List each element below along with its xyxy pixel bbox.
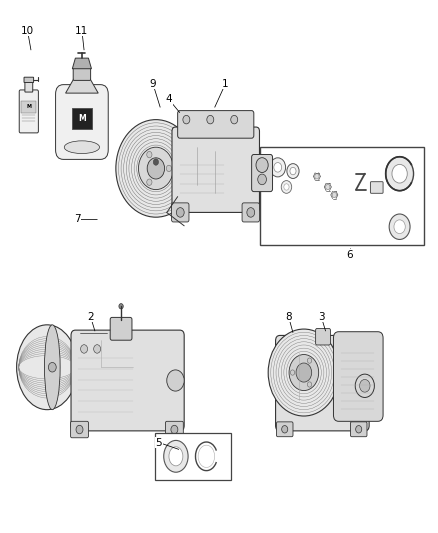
Circle shape [177, 208, 184, 217]
Ellipse shape [296, 363, 312, 382]
Circle shape [284, 184, 289, 190]
FancyBboxPatch shape [71, 330, 184, 431]
Circle shape [81, 345, 88, 353]
Ellipse shape [289, 354, 319, 391]
FancyBboxPatch shape [178, 111, 254, 138]
FancyBboxPatch shape [56, 85, 108, 159]
Circle shape [147, 179, 152, 185]
Circle shape [386, 157, 413, 191]
Text: 1: 1 [222, 78, 229, 88]
Circle shape [325, 184, 330, 190]
Text: 5: 5 [155, 438, 162, 448]
Circle shape [290, 167, 296, 175]
Circle shape [171, 425, 178, 434]
FancyBboxPatch shape [316, 328, 330, 345]
Circle shape [274, 163, 282, 172]
Circle shape [270, 158, 286, 177]
Text: M: M [26, 104, 31, 109]
Circle shape [167, 370, 184, 391]
Circle shape [231, 115, 238, 124]
Circle shape [307, 382, 312, 387]
Circle shape [147, 151, 152, 158]
Circle shape [119, 304, 123, 309]
Circle shape [76, 425, 83, 434]
FancyBboxPatch shape [110, 317, 132, 340]
FancyBboxPatch shape [24, 77, 34, 83]
Circle shape [287, 164, 299, 179]
Bar [21, 101, 36, 114]
Circle shape [389, 214, 410, 239]
Circle shape [48, 362, 56, 372]
FancyBboxPatch shape [172, 127, 259, 213]
Circle shape [356, 425, 362, 433]
Bar [260, 147, 424, 245]
Polygon shape [72, 58, 92, 69]
Circle shape [256, 158, 268, 173]
Ellipse shape [17, 325, 78, 410]
Circle shape [332, 192, 336, 198]
FancyBboxPatch shape [73, 68, 91, 80]
Circle shape [290, 370, 295, 375]
Text: 2: 2 [87, 312, 94, 322]
Circle shape [282, 425, 288, 433]
FancyBboxPatch shape [72, 108, 92, 129]
Text: 11: 11 [75, 26, 88, 36]
FancyBboxPatch shape [252, 155, 272, 191]
Ellipse shape [147, 158, 165, 179]
Circle shape [281, 181, 292, 193]
Circle shape [153, 159, 159, 165]
FancyBboxPatch shape [276, 422, 293, 437]
Text: 9: 9 [149, 78, 156, 88]
Circle shape [183, 115, 190, 124]
Ellipse shape [268, 329, 339, 416]
FancyBboxPatch shape [350, 422, 367, 437]
Text: 6: 6 [346, 250, 353, 260]
Circle shape [166, 165, 172, 172]
Circle shape [394, 220, 405, 233]
FancyBboxPatch shape [19, 90, 39, 133]
Ellipse shape [138, 147, 173, 190]
Circle shape [360, 379, 370, 392]
Text: 10: 10 [21, 26, 34, 36]
Circle shape [392, 164, 407, 183]
Circle shape [258, 174, 266, 185]
Text: 7: 7 [74, 214, 81, 224]
FancyBboxPatch shape [71, 421, 88, 438]
Ellipse shape [116, 119, 196, 217]
Text: M: M [78, 114, 86, 123]
Ellipse shape [164, 440, 188, 472]
FancyBboxPatch shape [371, 182, 383, 193]
Ellipse shape [45, 325, 60, 410]
Ellipse shape [64, 141, 99, 154]
Ellipse shape [169, 447, 183, 466]
Circle shape [307, 358, 312, 364]
FancyBboxPatch shape [25, 82, 33, 92]
Bar [155, 433, 231, 480]
Text: 3: 3 [318, 312, 325, 322]
FancyBboxPatch shape [172, 203, 189, 222]
Circle shape [207, 115, 214, 124]
Circle shape [355, 374, 374, 398]
FancyBboxPatch shape [333, 332, 383, 421]
FancyBboxPatch shape [166, 421, 184, 438]
FancyBboxPatch shape [276, 335, 369, 431]
Text: 4: 4 [166, 94, 172, 104]
Circle shape [247, 208, 254, 217]
Text: 8: 8 [285, 312, 292, 322]
Polygon shape [66, 78, 98, 93]
Circle shape [94, 345, 101, 353]
Circle shape [315, 174, 319, 179]
FancyBboxPatch shape [242, 203, 259, 222]
